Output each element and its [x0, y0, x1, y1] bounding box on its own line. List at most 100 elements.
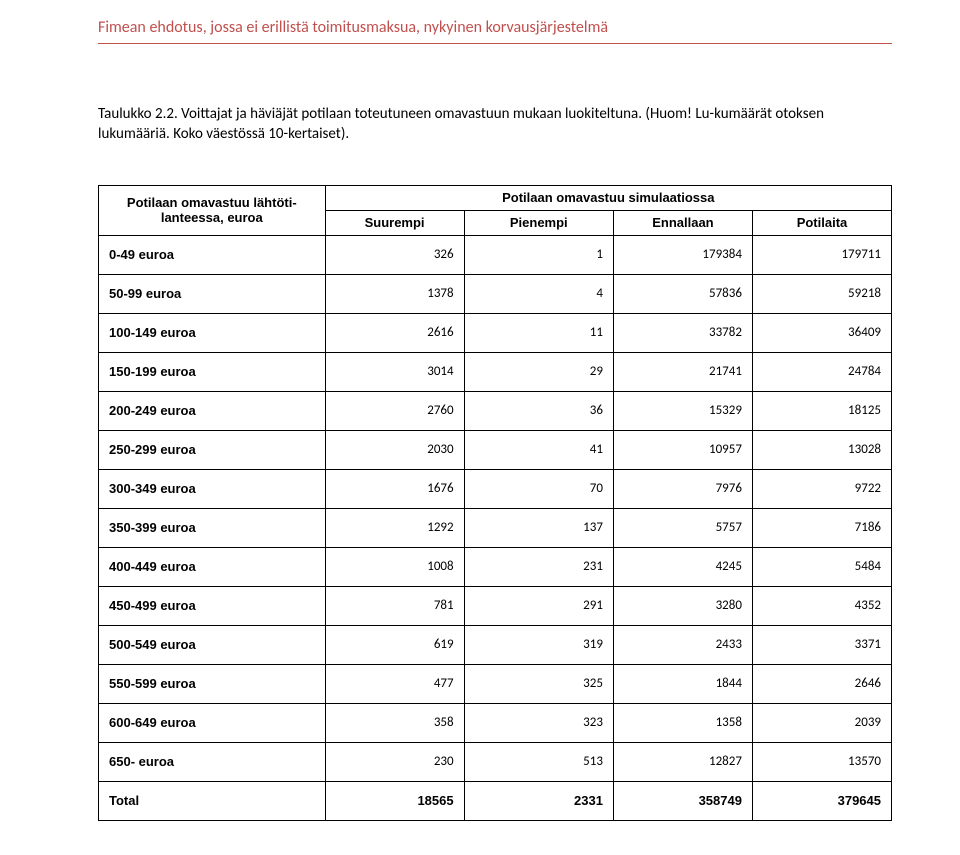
cell-value: 1378	[325, 274, 464, 313]
total-value: 358749	[613, 781, 752, 820]
cell-value: 21741	[613, 352, 752, 391]
cell-value: 323	[464, 703, 613, 742]
cell-value: 5757	[613, 508, 752, 547]
table-row: 650- euroa2305131282713570	[99, 742, 892, 781]
cell-value: 2616	[325, 313, 464, 352]
cell-value: 59218	[752, 274, 891, 313]
row-label: 300-349 euroa	[99, 469, 326, 508]
table-row: 300-349 euroa16767079769722	[99, 469, 892, 508]
cell-value: 2760	[325, 391, 464, 430]
cell-value: 1676	[325, 469, 464, 508]
cell-value: 1844	[613, 664, 752, 703]
cell-value: 12827	[613, 742, 752, 781]
cell-value: 4	[464, 274, 613, 313]
col-header-potilaita: Potilaita	[752, 210, 891, 235]
cell-value: 326	[325, 235, 464, 274]
cell-value: 137	[464, 508, 613, 547]
row-label: 100-149 euroa	[99, 313, 326, 352]
cell-value: 4352	[752, 586, 891, 625]
cell-value: 2646	[752, 664, 891, 703]
table-row: 350-399 euroa129213757577186	[99, 508, 892, 547]
row-label: 50-99 euroa	[99, 274, 326, 313]
row-label: 550-599 euroa	[99, 664, 326, 703]
cell-value: 70	[464, 469, 613, 508]
cell-value: 5484	[752, 547, 891, 586]
table-total-row: Total185652331358749379645	[99, 781, 892, 820]
cell-value: 4245	[613, 547, 752, 586]
cell-value: 29	[464, 352, 613, 391]
cell-value: 15329	[613, 391, 752, 430]
page-header: Fimean ehdotus, jossa ei erillistä toimi…	[98, 18, 892, 44]
cell-value: 10957	[613, 430, 752, 469]
cell-value: 319	[464, 625, 613, 664]
col-header-ennallaan: Ennallaan	[613, 210, 752, 235]
total-value: 379645	[752, 781, 891, 820]
table-row: 450-499 euroa78129132804352	[99, 586, 892, 625]
row-label: 400-449 euroa	[99, 547, 326, 586]
total-label: Total	[99, 781, 326, 820]
cell-value: 41	[464, 430, 613, 469]
table-row: 500-549 euroa61931924333371	[99, 625, 892, 664]
cell-value: 1008	[325, 547, 464, 586]
cell-value: 291	[464, 586, 613, 625]
cell-value: 781	[325, 586, 464, 625]
caption-title: Taulukko 2.2.	[98, 105, 178, 123]
cell-value: 2039	[752, 703, 891, 742]
table-row: 200-249 euroa2760361532918125	[99, 391, 892, 430]
cell-value: 7186	[752, 508, 891, 547]
cell-value: 477	[325, 664, 464, 703]
cell-value: 24784	[752, 352, 891, 391]
cell-value: 179711	[752, 235, 891, 274]
cell-value: 3371	[752, 625, 891, 664]
cell-value: 1358	[613, 703, 752, 742]
table-row: 600-649 euroa35832313582039	[99, 703, 892, 742]
data-table: Potilaan omavastuu lähtöti-lanteessa, eu…	[98, 185, 892, 821]
row-label: 500-549 euroa	[99, 625, 326, 664]
table-row: 0-49 euroa3261179384179711	[99, 235, 892, 274]
cell-value: 2433	[613, 625, 752, 664]
row-label: 600-649 euroa	[99, 703, 326, 742]
row-label: 450-499 euroa	[99, 586, 326, 625]
cell-value: 1	[464, 235, 613, 274]
cell-value: 3280	[613, 586, 752, 625]
total-value: 18565	[325, 781, 464, 820]
row-label: 0-49 euroa	[99, 235, 326, 274]
cell-value: 36	[464, 391, 613, 430]
cell-value: 57836	[613, 274, 752, 313]
cell-value: 619	[325, 625, 464, 664]
row-label: 250-299 euroa	[99, 430, 326, 469]
row-label: 150-199 euroa	[99, 352, 326, 391]
cell-value: 2030	[325, 430, 464, 469]
cell-value: 18125	[752, 391, 891, 430]
row-label: 350-399 euroa	[99, 508, 326, 547]
cell-value: 36409	[752, 313, 891, 352]
cell-value: 13570	[752, 742, 891, 781]
cell-value: 179384	[613, 235, 752, 274]
table-row: 50-99 euroa137845783659218	[99, 274, 892, 313]
table-row: 550-599 euroa47732518442646	[99, 664, 892, 703]
cell-value: 33782	[613, 313, 752, 352]
cell-value: 325	[464, 664, 613, 703]
row-label: 200-249 euroa	[99, 391, 326, 430]
caption-body: Voittajat ja häviäjät potilaan toteutune…	[98, 105, 824, 143]
cell-value: 13028	[752, 430, 891, 469]
col-header-pienempi: Pienempi	[464, 210, 613, 235]
cell-value: 3014	[325, 352, 464, 391]
cell-value: 513	[464, 742, 613, 781]
cell-value: 1292	[325, 508, 464, 547]
cell-value: 7976	[613, 469, 752, 508]
col-header-suurempi: Suurempi	[325, 210, 464, 235]
cell-value: 358	[325, 703, 464, 742]
col-header-simulation: Potilaan omavastuu simulaatiossa	[325, 185, 891, 210]
table-row: 400-449 euroa100823142455484	[99, 547, 892, 586]
col-header-rowlabel: Potilaan omavastuu lähtöti-lanteessa, eu…	[99, 185, 326, 235]
total-value: 2331	[464, 781, 613, 820]
cell-value: 11	[464, 313, 613, 352]
table-row: 250-299 euroa2030411095713028	[99, 430, 892, 469]
cell-value: 9722	[752, 469, 891, 508]
table-row: 100-149 euroa2616113378236409	[99, 313, 892, 352]
row-label: 650- euroa	[99, 742, 326, 781]
table-row: 150-199 euroa3014292174124784	[99, 352, 892, 391]
cell-value: 230	[325, 742, 464, 781]
table-caption: Taulukko 2.2. Voittajat ja häviäjät poti…	[98, 104, 892, 145]
